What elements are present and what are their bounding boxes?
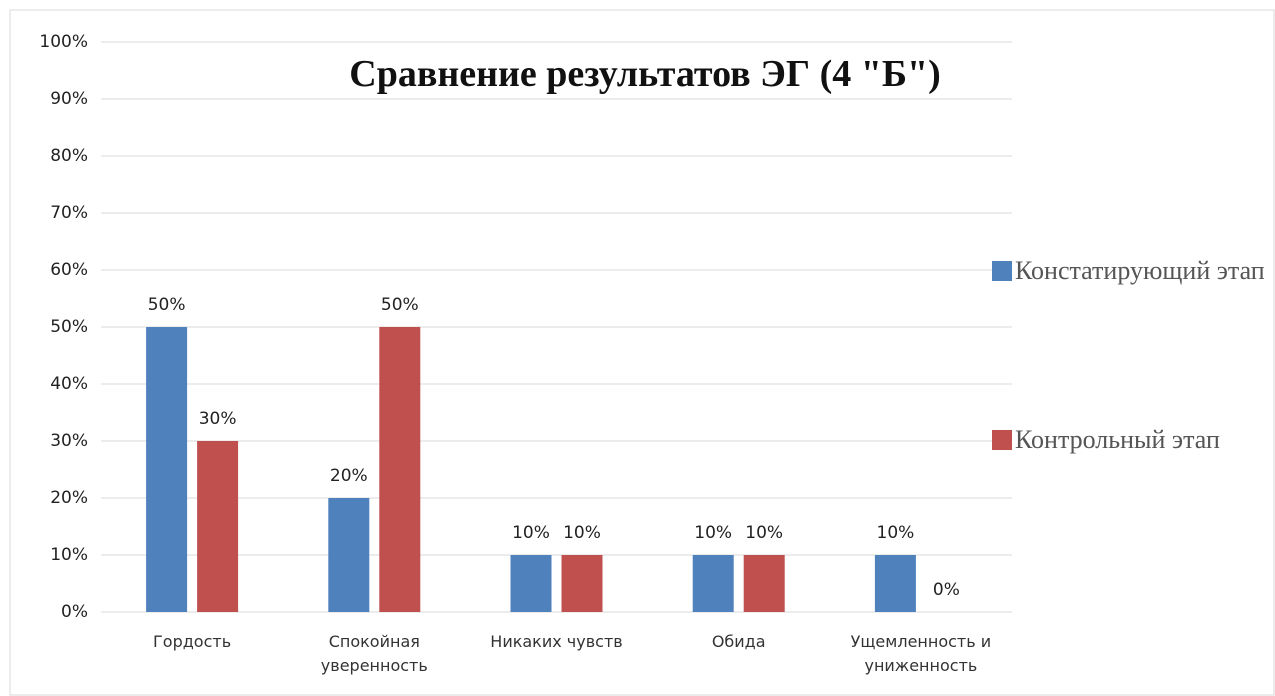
y-tick-label: 0% (61, 602, 88, 622)
x-tick-label: Гордость (153, 632, 232, 651)
data-label: 10% (877, 523, 915, 543)
y-tick-label: 10% (50, 545, 88, 565)
x-tick-label: Никаких чувств (490, 632, 623, 651)
legend-swatch (992, 430, 1012, 450)
bar (379, 327, 421, 612)
bar (692, 555, 734, 612)
bar (328, 498, 370, 612)
bar (510, 555, 552, 612)
y-tick-label: 40% (50, 374, 88, 394)
data-label: 10% (512, 523, 550, 543)
data-label: 50% (148, 295, 186, 315)
y-tick-label: 70% (50, 203, 88, 223)
bar (197, 441, 239, 612)
y-tick-label: 80% (50, 146, 88, 166)
data-label: 50% (381, 295, 419, 315)
y-tick-label: 50% (50, 317, 88, 337)
data-label: 20% (330, 466, 368, 486)
bar (743, 555, 785, 612)
legend-label: Констатирующий этап (1015, 256, 1265, 285)
bar (874, 555, 916, 612)
data-label: 10% (745, 523, 783, 543)
data-label: 30% (199, 409, 237, 429)
y-tick-label: 60% (50, 260, 88, 280)
x-tick-label: Обида (711, 632, 766, 651)
x-tick-label: Ущемленность и униженность (850, 632, 992, 675)
bar (146, 327, 188, 612)
frame (9, 9, 1275, 696)
x-tick-label: Спокойная уверенность (320, 632, 428, 675)
y-tick-label: 30% (50, 431, 88, 451)
y-tick-label: 20% (50, 488, 88, 508)
y-tick-label: 100% (39, 32, 88, 52)
legend-label: Контрольный этап (1015, 425, 1220, 454)
data-label: 10% (694, 523, 732, 543)
legend-swatch (992, 261, 1012, 281)
chart-title: Сравнение результатов ЭГ (4 "Б") (349, 53, 941, 95)
bar (561, 555, 603, 612)
data-label: 10% (563, 523, 601, 543)
y-tick-label: 90% (50, 89, 88, 109)
data-label: 0% (933, 580, 960, 600)
